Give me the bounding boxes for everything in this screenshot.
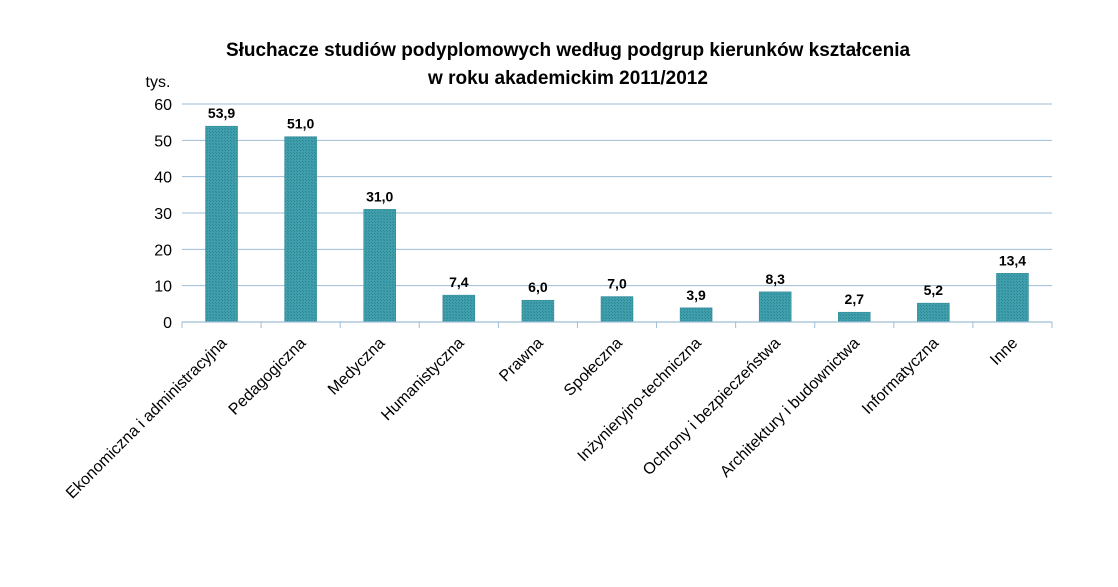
y-tick-label: 30 [154,206,172,223]
data-label: 3,9 [686,287,706,303]
category-label: Społeczna [561,335,626,400]
data-label: 7,0 [607,276,627,292]
data-label: 7,4 [449,274,469,290]
y-tick-label: 0 [163,315,172,332]
y-tick-label: 20 [154,242,172,259]
category-label: Inne [987,335,1021,369]
bar [917,302,950,323]
category-label: Medyczna [325,335,389,399]
data-label: 2,7 [845,291,865,307]
chart-title-line-2: w roku akademickim 2011/2012 [427,68,708,89]
category-label: Informatyczna [859,335,942,418]
chart-title-line-1: Słuchacze studiów podyplomowych według p… [226,40,911,61]
bar [679,307,713,323]
y-axis-ticks: 0 10 20 30 40 50 60 [154,97,172,332]
y-tick-label: 40 [154,170,172,187]
data-label: 51,0 [287,116,314,132]
bar [838,311,871,323]
y-tick-label: 10 [154,279,172,296]
category-label: Ochrony i bezpieczeństwa [640,335,784,479]
bar [996,273,1029,323]
bar [758,291,792,323]
data-label: 8,3 [765,271,785,287]
bar [600,296,634,323]
y-tick-label: 60 [154,97,172,114]
x-axis-category-labels: Ekonomiczna i administracyjnaPedagogiczn… [63,335,1021,502]
bars [205,125,1029,323]
data-label: 6,0 [528,279,548,295]
x-axis [181,321,1053,328]
category-label: Prawna [496,335,546,385]
category-label: Ekonomiczna i administracyjna [63,335,230,502]
data-label: 13,4 [999,252,1026,268]
y-axis-unit: tys. [146,74,171,91]
bar [205,125,238,323]
data-labels: 53,9 51,0 31,0 7,4 6,0 7,0 3,9 8,3 2,7 5,2 13,4 [208,105,1026,307]
data-label: 53,9 [208,105,235,121]
bar [521,299,555,323]
category-label: Architektury i budownictwa [717,335,863,481]
category-label: Humanistyczna [378,335,467,424]
data-label: 5,2 [924,282,944,298]
y-tick-label: 50 [154,133,172,150]
gridlines [182,103,1052,287]
bar [284,136,317,323]
data-label: 31,0 [366,188,393,204]
bar [363,209,396,323]
category-label: Pedagogiczna [226,335,310,419]
bar [442,294,476,323]
